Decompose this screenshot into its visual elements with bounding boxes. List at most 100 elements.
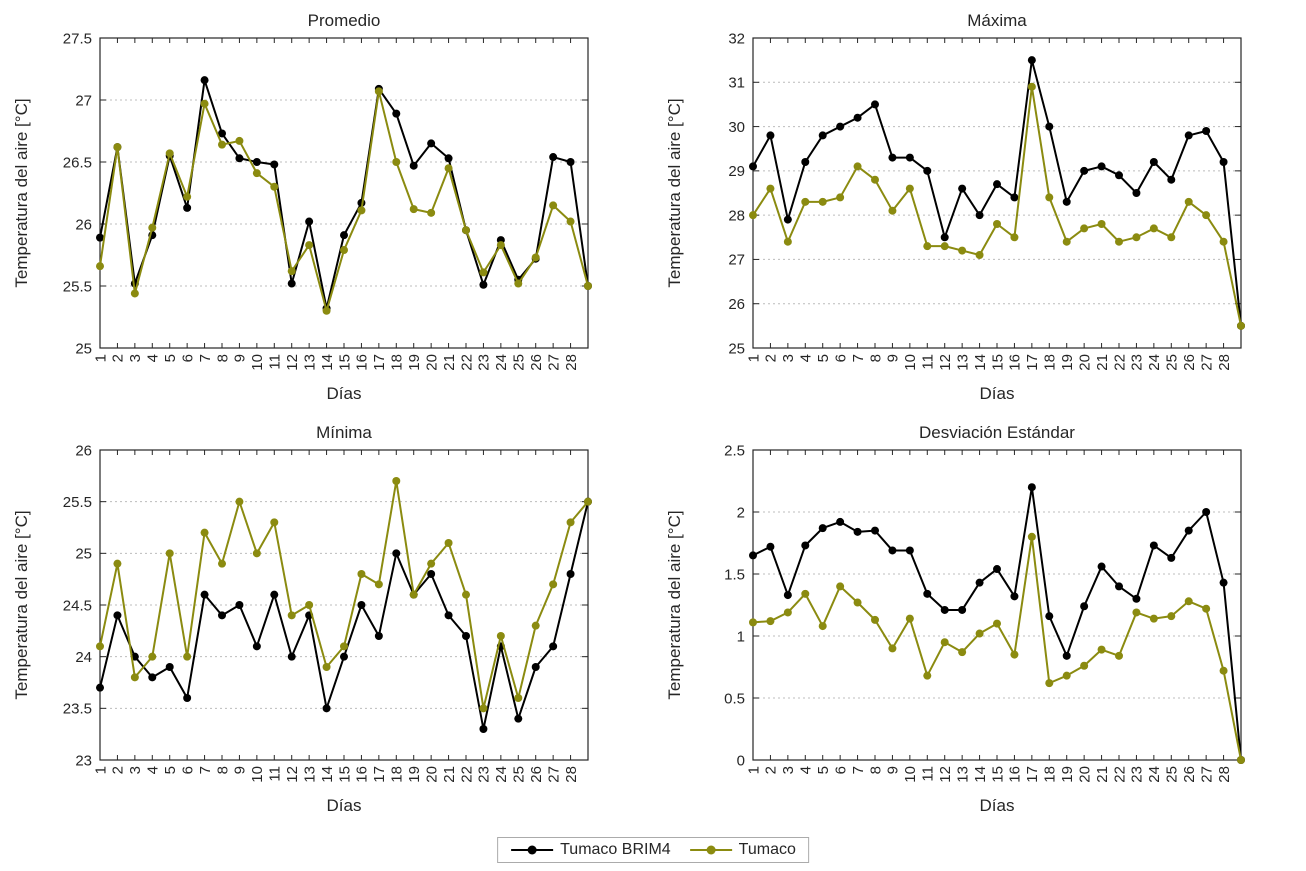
- data-point: [1219, 578, 1228, 587]
- x-tick-label: 8: [867, 354, 884, 362]
- data-point: [1080, 602, 1089, 611]
- data-point: [1167, 553, 1176, 562]
- data-point: [749, 162, 757, 171]
- y-tick-label: 24: [75, 649, 92, 666]
- x-tick-label: 2: [110, 354, 127, 362]
- data-point: [1167, 233, 1176, 242]
- data-point: [801, 197, 810, 206]
- data-point: [1167, 612, 1176, 621]
- x-tick-label: 21: [1094, 766, 1111, 783]
- data-point: [940, 638, 949, 647]
- data-point: [235, 601, 244, 609]
- data-point: [1045, 679, 1054, 688]
- data-point: [496, 241, 505, 250]
- x-tick-label: 24: [493, 766, 510, 783]
- data-point: [584, 282, 592, 290]
- y-axis-label: Temperatura del aire [°C]: [665, 98, 684, 287]
- data-point: [958, 605, 967, 614]
- data-point: [766, 617, 775, 626]
- data-point: [923, 242, 932, 251]
- data-point: [975, 629, 984, 638]
- data-point: [392, 549, 401, 558]
- data-point: [940, 242, 949, 251]
- data-point: [96, 642, 104, 651]
- x-tick-label: 5: [815, 766, 832, 774]
- x-tick-label: 25: [511, 354, 528, 371]
- data-point: [1219, 666, 1228, 675]
- data-point: [444, 611, 453, 620]
- data-point: [1062, 671, 1071, 680]
- data-point: [993, 220, 1001, 228]
- x-tick-label: 25: [511, 766, 528, 783]
- x-tick-label: 15: [336, 354, 353, 371]
- data-point: [305, 601, 314, 609]
- x-tick-label: 9: [885, 766, 902, 774]
- data-point: [218, 129, 226, 138]
- data-point: [566, 570, 575, 578]
- data-point: [975, 211, 984, 220]
- data-point: [1062, 237, 1071, 246]
- data-point: [340, 246, 348, 255]
- data-point: [888, 153, 897, 162]
- x-tick-label: 20: [1076, 766, 1093, 783]
- data-point: [1184, 131, 1193, 140]
- data-point: [287, 267, 296, 276]
- x-tick-label: 26: [528, 766, 545, 783]
- data-point: [322, 306, 331, 315]
- data-point: [218, 140, 226, 149]
- data-point: [1149, 224, 1158, 233]
- data-point: [1219, 158, 1228, 166]
- data-point: [1010, 650, 1019, 659]
- data-point: [130, 673, 139, 682]
- x-tick-label: 20: [1076, 354, 1093, 371]
- data-point: [566, 158, 575, 166]
- x-tick-label: 22: [458, 354, 475, 371]
- data-point: [566, 217, 575, 226]
- series-line: [99, 90, 589, 312]
- data-point: [514, 714, 523, 723]
- data-point: [923, 671, 932, 680]
- data-point: [531, 621, 540, 630]
- data-point: [549, 642, 558, 651]
- x-axis-label: Días: [980, 796, 1015, 815]
- x-tick-label: 9: [232, 354, 249, 362]
- data-point: [1027, 56, 1036, 65]
- x-tick-label: 20: [423, 354, 440, 371]
- data-point: [1149, 541, 1158, 550]
- panel-maxima: 25 26 27 28 29 30 31 32 1 2 3 4 5 6 7 8 9 10 11 12 13 14 15 16 1…: [653, 0, 1306, 410]
- data-point: [427, 139, 436, 148]
- x-tick-label: 3: [127, 354, 144, 362]
- x-tick-label: 3: [780, 766, 797, 774]
- data-point: [113, 559, 122, 568]
- data-point: [444, 154, 453, 163]
- x-tick-label: 15: [336, 766, 353, 783]
- data-point: [479, 268, 488, 277]
- x-tick-label: 17: [1024, 766, 1041, 783]
- data-point: [96, 683, 104, 692]
- data-point: [409, 590, 418, 599]
- x-tick-label: 12: [284, 766, 301, 783]
- data-point: [357, 601, 366, 609]
- x-tick-label: 6: [179, 766, 196, 774]
- y-tick-label: 23: [75, 752, 92, 769]
- x-tick-label: 1: [745, 766, 762, 774]
- data-point: [566, 518, 575, 527]
- x-tick-label: 9: [885, 354, 902, 362]
- data-point: [853, 598, 862, 607]
- x-tick-label: 21: [441, 766, 458, 783]
- data-point: [1202, 604, 1211, 613]
- series-line: [99, 501, 589, 730]
- data-point: [1202, 211, 1211, 220]
- data-point: [322, 663, 331, 671]
- data-point: [148, 223, 157, 232]
- x-tick-label: 7: [850, 354, 867, 362]
- y-tick-label: 32: [728, 30, 745, 47]
- y-tick-label: 2: [737, 504, 745, 521]
- x-tick-label: 24: [1146, 766, 1163, 783]
- legend-item-tumaco-brim4: Tumaco BRIM4: [510, 841, 671, 859]
- x-tick-label: 10: [249, 766, 266, 783]
- data-point: [1045, 193, 1054, 202]
- x-tick-label: 1: [92, 766, 109, 774]
